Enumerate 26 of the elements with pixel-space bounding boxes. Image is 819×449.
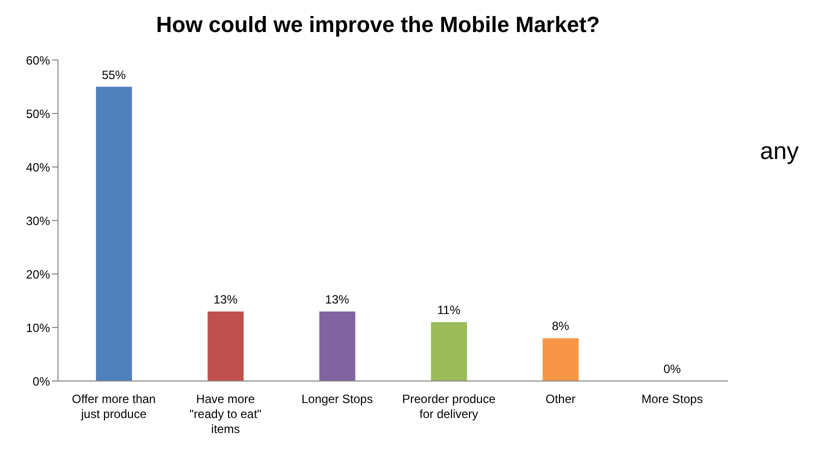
x-tick-label: Preorder produce for delivery <box>402 392 496 421</box>
data-label: 13% <box>325 292 350 306</box>
y-tick-label: 10% <box>26 320 50 335</box>
data-label: 55% <box>102 68 126 82</box>
bar <box>542 338 579 381</box>
y-tick-label: 60% <box>26 53 50 68</box>
x-tick-label: Offer more than just produce <box>72 392 156 421</box>
bar <box>319 311 356 381</box>
x-tick-label: Other <box>545 392 576 406</box>
x-tick-label: Have more "ready to eat" items <box>190 392 262 436</box>
data-label: 0% <box>663 362 682 376</box>
y-tick-label: 0% <box>32 374 50 388</box>
bar <box>208 311 244 381</box>
bar <box>430 322 467 381</box>
y-tick-label: 20% <box>26 267 50 282</box>
text: any <box>760 138 799 166</box>
data-label: 8% <box>552 319 570 334</box>
x-tick-label: More Stops <box>641 392 703 406</box>
y-tick-label: 40% <box>26 160 50 174</box>
y-tick-label: 50% <box>26 106 50 121</box>
data-label: 11% <box>437 303 461 318</box>
data-label: 13% <box>213 292 238 306</box>
y-tick-label: 30% <box>26 214 50 228</box>
bar <box>96 86 132 381</box>
chart-title: How could we improve the Mobile Market? <box>155 12 601 38</box>
x-tick-label: Longer Stops <box>301 392 373 406</box>
